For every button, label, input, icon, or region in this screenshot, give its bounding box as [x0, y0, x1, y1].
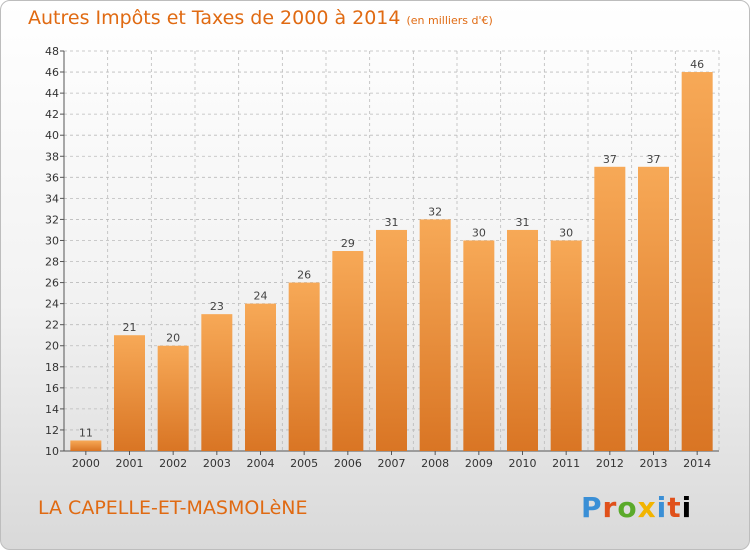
y-tick-label: 40 — [45, 129, 59, 142]
y-tick-label: 34 — [45, 192, 59, 205]
bar — [550, 240, 582, 451]
logo-letter: i — [656, 491, 668, 524]
y-tick-label: 48 — [45, 45, 59, 58]
bar — [463, 240, 495, 451]
logo-letter: x — [637, 491, 657, 524]
bar — [419, 219, 451, 451]
x-tick-label: 2005 — [290, 457, 318, 470]
y-tick-label: 24 — [45, 298, 59, 311]
y-tick-label: 44 — [45, 87, 59, 100]
x-tick-label: 2014 — [683, 457, 711, 470]
logo-letter: P — [581, 491, 603, 524]
axes: 10 12 14 16 18 20 22 24 26 28 30 32 34 36 38 40 42 44 46 48… — [45, 45, 719, 470]
data-label: 26 — [297, 269, 311, 282]
data-label: 37 — [603, 153, 617, 166]
bar — [638, 166, 669, 451]
proxiti-logo: Proxiti — [581, 491, 692, 524]
data-label: 31 — [516, 216, 530, 229]
data-label: 31 — [385, 216, 399, 229]
data-label: 21 — [123, 321, 137, 334]
data-label: 23 — [210, 300, 224, 313]
x-tick-label: 2008 — [421, 457, 449, 470]
x-tick-label: 2007 — [378, 457, 406, 470]
bar — [332, 251, 364, 451]
x-tick-label: 2001 — [116, 457, 144, 470]
x-tick-label: 2012 — [596, 457, 624, 470]
data-label: 24 — [254, 290, 268, 303]
data-label: 32 — [428, 205, 442, 218]
bar — [376, 229, 407, 451]
bar — [157, 345, 189, 451]
logo-letter: i — [681, 491, 693, 524]
title-text: Autres Impôts et Taxes de 2000 à 2014 — [28, 7, 401, 29]
data-label: 30 — [472, 226, 486, 239]
data-labels: 11 21 20 23 24 26 29 31 32 30 31 30 37 37 46 — [79, 58, 704, 439]
x-tick-label: 2010 — [509, 457, 537, 470]
data-label: 29 — [341, 237, 355, 250]
x-tick-label: 2003 — [203, 457, 231, 470]
data-label: 20 — [166, 332, 180, 345]
bar — [114, 335, 145, 451]
chart-title: Autres Impôts et Taxes de 2000 à 2014 (en… — [28, 7, 493, 29]
y-tick-label: 28 — [45, 256, 59, 269]
x-tick-label: 2006 — [334, 457, 362, 470]
y-tick-label: 32 — [45, 213, 59, 226]
bar — [681, 72, 713, 451]
y-tick-label: 36 — [45, 171, 59, 184]
x-tick-label: 2013 — [640, 457, 668, 470]
y-tick-label: 42 — [45, 108, 59, 121]
bar — [70, 440, 102, 451]
bar — [201, 314, 233, 451]
y-tick-label: 12 — [45, 424, 59, 437]
y-tick-label: 46 — [45, 66, 59, 79]
bar — [245, 303, 276, 451]
bar — [594, 166, 626, 451]
y-tick-label: 26 — [45, 277, 59, 290]
x-tick-label: 2004 — [247, 457, 275, 470]
data-label: 30 — [559, 226, 573, 239]
x-tick-label: 2011 — [552, 457, 580, 470]
logo-letter: o — [617, 491, 638, 524]
data-label: 37 — [647, 153, 661, 166]
y-tick-label: 30 — [45, 234, 59, 247]
y-tick-label: 16 — [45, 382, 59, 395]
y-tick-label: 18 — [45, 361, 59, 374]
logo-letter: r — [602, 491, 618, 524]
commune-name: LA CAPELLE-ET-MASMOLèNE — [38, 497, 308, 519]
x-tick-label: 2002 — [159, 457, 187, 470]
bar — [507, 229, 538, 451]
logo-letter: t — [667, 491, 682, 524]
y-tick-label: 20 — [45, 340, 59, 353]
y-tick-label: 10 — [45, 445, 59, 458]
bar — [288, 282, 320, 451]
y-tick-label: 22 — [45, 319, 59, 332]
y-tick-label: 38 — [45, 150, 59, 163]
x-tick-label: 2009 — [465, 457, 493, 470]
bars — [70, 72, 713, 451]
x-tick-label: 2000 — [72, 457, 100, 470]
title-unit: (en milliers d'€) — [406, 14, 493, 27]
y-tick-label: 14 — [45, 403, 59, 416]
data-label: 46 — [690, 58, 704, 71]
data-label: 11 — [79, 426, 93, 439]
